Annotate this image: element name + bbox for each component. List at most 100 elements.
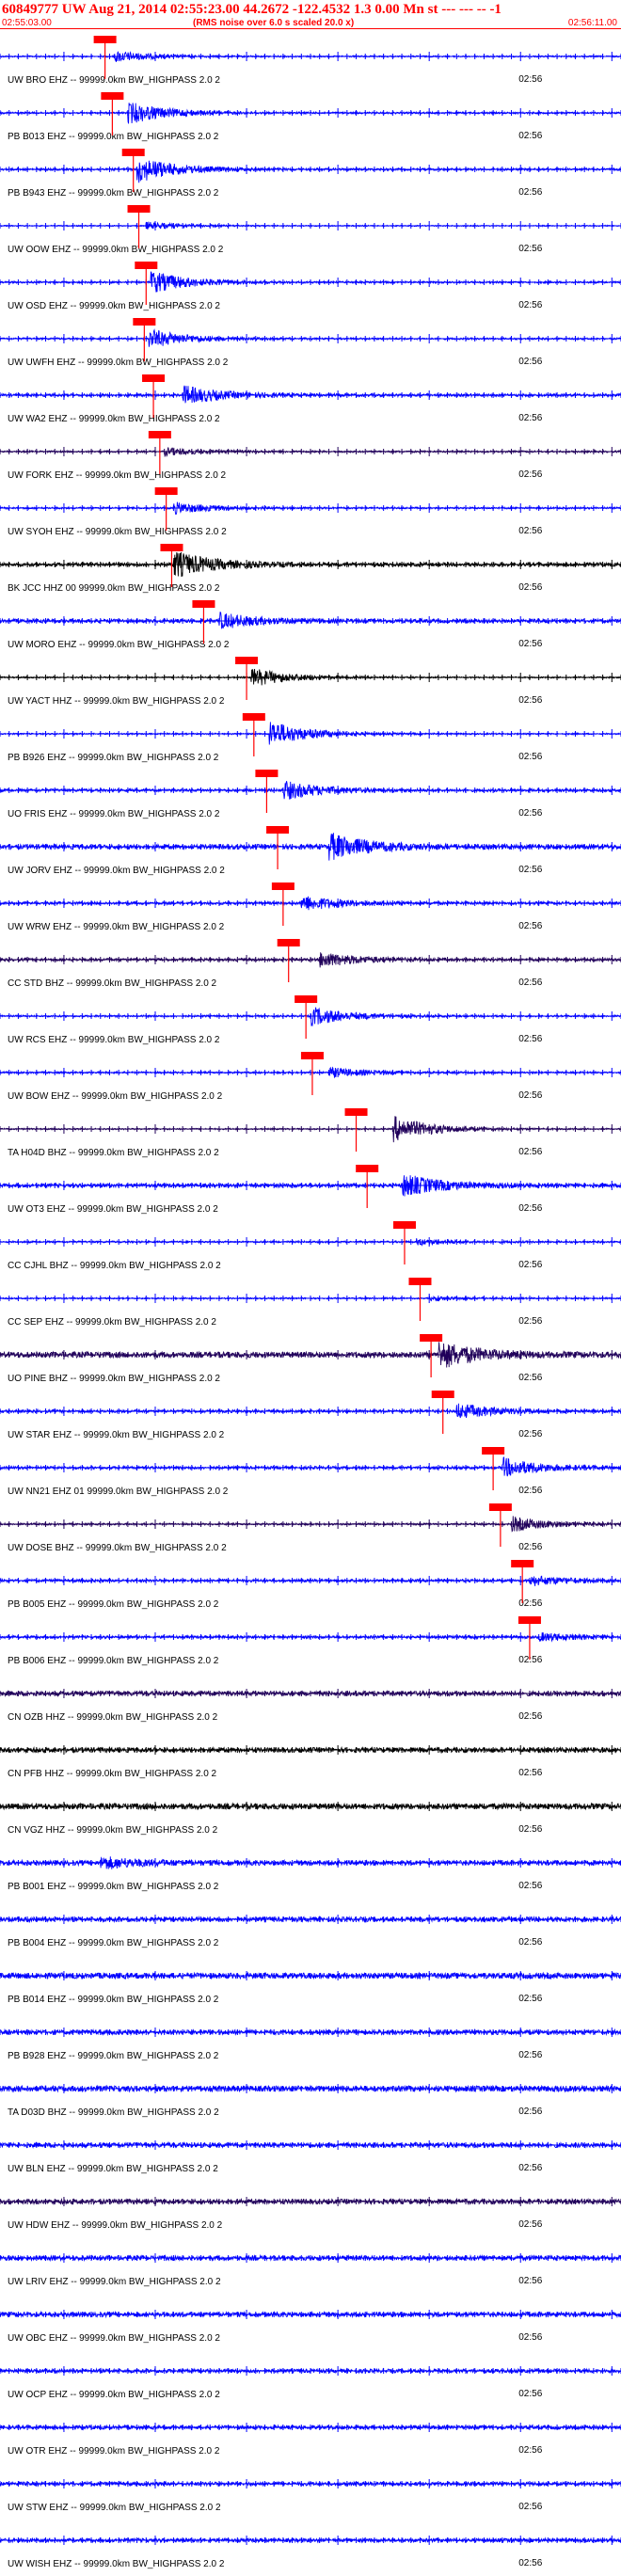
tick-label: 02:56 [518, 187, 542, 198]
waveform-line [0, 1456, 621, 1477]
waveform-line [0, 328, 621, 347]
trace-15: 02:56 UW JORV EHZ -- 99999.0km BW_HIGHPAS… [0, 826, 621, 876]
tick-label: 02:56 [518, 695, 542, 706]
waveform-line [0, 1295, 621, 1302]
waveform-line [0, 1342, 621, 1368]
tick-label: 02:56 [518, 752, 542, 762]
trace-5: 02:56 UW OSD EHZ -- 99999.0km BW_HIGHPASS… [0, 262, 621, 311]
waveform-line [0, 1915, 621, 1924]
station-label: UW NN21 EHZ 01 99999.0km BW_HIGHPASS 2.0… [8, 1487, 229, 1497]
trace-44: 02:56 UW STW EHZ -- 99999.0km BW_HIGHPASS… [0, 2479, 621, 2513]
tick-label: 02:56 [518, 2163, 542, 2173]
waveform-line [0, 1971, 621, 1980]
trace-36: 02:56 PB B928 EHZ -- 99999.0km BW_HIGHPAS… [0, 2027, 621, 2061]
tick-label: 02:56 [518, 808, 542, 819]
trace-21: 02:56 UW OT3 EHZ -- 99999.0km BW_HIGHPASS… [0, 1165, 621, 1215]
station-label: PB B928 EHZ -- 99999.0km BW_HIGHPASS 2.0… [8, 2051, 219, 2061]
waveform-line [0, 2140, 621, 2150]
tick-label: 02:56 [518, 1881, 542, 1891]
station-label: UW OBC EHZ -- 99999.0km BW_HIGHPASS 2.0 … [8, 2333, 220, 2344]
tick-label: 02:56 [518, 1655, 542, 1665]
station-label: TA D03D BHZ -- 99999.0km BW_HIGHPASS 2.0… [8, 2107, 219, 2118]
station-label: PB B014 EHZ -- 99999.0km BW_HIGHPASS 2.0… [8, 1995, 219, 2005]
trace-38: 02:56 UW BLN EHZ -- 99999.0km BW_HIGHPASS… [0, 2140, 621, 2174]
trace-10: 02:56 BK JCC HHZ 00 99999.0km BW_HIGHPASS… [0, 544, 621, 594]
waveform-line [0, 2253, 621, 2263]
tick-label: 02:56 [518, 131, 542, 141]
station-label: UO PINE BHZ -- 99999.0km BW_HIGHPASS 2.0… [8, 1374, 220, 1384]
tick-label: 02:56 [518, 1429, 542, 1439]
trace-27: 02:56 UW DOSE BHZ -- 99999.0km BW_HIGHPAS… [0, 1503, 621, 1553]
waveform-line [0, 1516, 621, 1533]
station-label: PB B001 EHZ -- 99999.0km BW_HIGHPASS 2.0… [8, 1882, 219, 1892]
trace-22: 02:56 CC CJHL BHZ -- 99999.0km BW_HIGHPAS… [0, 1221, 621, 1271]
waveform-line [0, 2480, 621, 2488]
station-label: UW BRO EHZ -- 99999.0km BW_HIGHPASS 2.0 … [8, 75, 220, 86]
trace-43: 02:56 UW OTR EHZ -- 99999.0km BW_HIGHPASS… [0, 2423, 621, 2457]
waveform-line [0, 2536, 621, 2544]
tick-label: 02:56 [518, 1034, 542, 1044]
tick-label: 02:56 [518, 1598, 542, 1609]
tick-label: 02:56 [518, 469, 542, 480]
waveform-line [0, 1116, 621, 1143]
station-label: UO FRIS EHZ -- 99999.0km BW_HIGHPASS 2.0… [8, 809, 220, 819]
station-label: UW BOW EHZ -- 99999.0km BW_HIGHPASS 2.0 … [8, 1091, 223, 1102]
waveform-line [0, 221, 621, 230]
waveform-line [0, 2197, 621, 2206]
trace-23: 02:56 CC SEP EHZ -- 99999.0km BW_HIGHPASS… [0, 1278, 621, 1328]
tick-label: 02:56 [518, 2332, 542, 2343]
trace-28: 02:56 PB B005 EHZ -- 99999.0km BW_HIGHPAS… [0, 1560, 621, 1610]
tick-label: 02:56 [518, 1711, 542, 1722]
waveform-line [0, 1802, 621, 1811]
station-label: CN VGZ HHZ -- 99999.0km BW_HIGHPASS 2.0 … [8, 1825, 218, 1836]
station-label: UW JORV EHZ -- 99999.0km BW_HIGHPASS 2.0… [8, 866, 225, 876]
tick-label: 02:56 [518, 74, 542, 85]
start-time: 02:55:03.00 [2, 18, 52, 28]
station-label: PB B005 EHZ -- 99999.0km BW_HIGHPASS 2.0… [8, 1599, 219, 1610]
trace-40: 02:56 UW LRIV EHZ -- 99999.0km BW_HIGHPAS… [0, 2253, 621, 2287]
waveform-line [0, 833, 621, 861]
tick-label: 02:56 [518, 1373, 542, 1383]
tick-label: 02:56 [518, 1316, 542, 1327]
plot-header: 60849777 UW Aug 21, 2014 02:55:23.00 44.… [0, 0, 621, 29]
tick-label: 02:56 [518, 526, 542, 536]
tick-label: 02:56 [518, 2276, 542, 2286]
trace-30: 02:56 CN OZB HHZ -- 99999.0km BW_HIGHPASS… [0, 1689, 621, 1723]
waveform-line [0, 1632, 621, 1643]
tick-label: 02:56 [518, 244, 542, 254]
trace-16: 02:56 UW WRW EHZ -- 99999.0km BW_HIGHPASS… [0, 883, 621, 932]
trace-29: 02:56 PB B006 EHZ -- 99999.0km BW_HIGHPAS… [0, 1616, 621, 1666]
station-label: PB B013 EHZ -- 99999.0km BW_HIGHPASS 2.0… [8, 132, 219, 142]
waveform-line [0, 1007, 621, 1027]
tick-label: 02:56 [518, 2389, 542, 2399]
trace-2: 02:56 PB B013 EHZ -- 99999.0km BW_HIGHPAS… [0, 92, 621, 142]
waveform-line [0, 896, 621, 911]
station-label: PB B006 EHZ -- 99999.0km BW_HIGHPASS 2.0… [8, 1656, 219, 1666]
trace-8: 02:56 UW FORK EHZ -- 99999.0km BW_HIGHPAS… [0, 431, 621, 481]
trace-4: 02:56 UW OOW EHZ -- 99999.0km BW_HIGHPASS… [0, 205, 621, 255]
station-label: UW HDW EHZ -- 99999.0km BW_HIGHPASS 2.0 … [8, 2220, 223, 2231]
station-label: UW MORO EHZ -- 99999.0km BW_HIGHPASS 2.0… [8, 640, 230, 650]
waveform-line [0, 447, 621, 458]
waveform-line [0, 1745, 621, 1755]
seismogram-plot: 02:56 UW BRO EHZ -- 99999.0km BW_HIGHPASS… [0, 36, 621, 2569]
trace-7: 02:56 UW WA2 EHZ -- 99999.0km BW_HIGHPASS… [0, 374, 621, 424]
station-label: UW OSD EHZ -- 99999.0km BW_HIGHPASS 2.0 … [8, 301, 220, 311]
station-label: PB B004 EHZ -- 99999.0km BW_HIGHPASS 2.0… [8, 1938, 219, 1948]
station-label: UW BLN EHZ -- 99999.0km BW_HIGHPASS 2.0 … [8, 2164, 218, 2174]
waveform-line [0, 612, 621, 629]
tick-label: 02:56 [518, 1203, 542, 1214]
trace-31: 02:56 CN PFB HHZ -- 99999.0km BW_HIGHPASS… [0, 1745, 621, 1779]
tick-label: 02:56 [518, 1260, 542, 1270]
trace-42: 02:56 UW OCP EHZ -- 99999.0km BW_HIGHPASS… [0, 2366, 621, 2400]
trace-6: 02:56 UW UWFH EHZ -- 99999.0km BW_HIGHPAS… [0, 318, 621, 368]
waveform-line [0, 2310, 621, 2319]
station-label: UW STW EHZ -- 99999.0km BW_HIGHPASS 2.0 … [8, 2503, 221, 2513]
trace-45: 02:56 UW WISH EHZ -- 99999.0km BW_HIGHPAS… [0, 2536, 621, 2569]
trace-26: 02:56 UW NN21 EHZ 01 99999.0km BW_HIGHPAS… [0, 1447, 621, 1497]
station-label: UW SYOH EHZ -- 99999.0km BW_HIGHPASS 2.0… [8, 527, 227, 537]
waveform-line [0, 1575, 621, 1586]
waveform-line [0, 1856, 621, 1869]
waveform-line [0, 51, 621, 62]
station-label: BK JCC HHZ 00 99999.0km BW_HIGHPASS 2.0 … [8, 583, 220, 594]
